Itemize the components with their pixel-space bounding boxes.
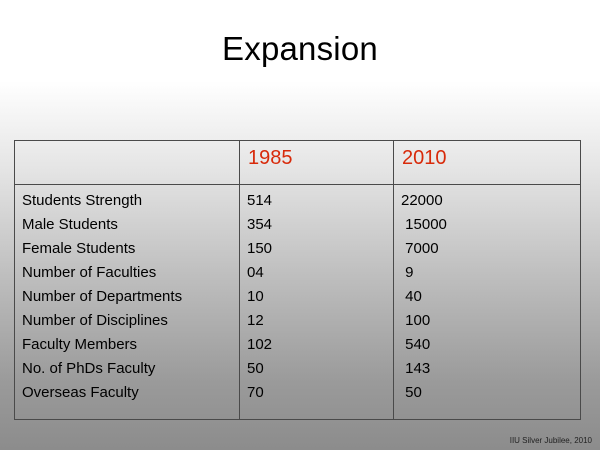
header-2010: 2010: [393, 140, 581, 185]
value-1985: 70: [247, 384, 264, 401]
value-1985: 514: [247, 192, 273, 209]
value-1985: 12: [247, 312, 264, 329]
value-1985: 04: [247, 264, 264, 281]
values-1985-cell: 514 354 150 04 10 12 102 50 70: [239, 184, 394, 420]
value-2010: 22000: [401, 192, 443, 209]
metric-label: Students Strength: [22, 192, 143, 209]
header-cell-blank: [14, 140, 240, 185]
slide-title: Expansion: [222, 30, 378, 67]
metric-label: Number of Faculties: [22, 264, 157, 281]
value-2010: 40: [401, 288, 422, 305]
value-1985: 10: [247, 288, 264, 305]
value-1985: 102: [247, 336, 273, 353]
values-2010-cell: 22000 15000 7000 9 40 100 540 143 50: [393, 184, 581, 420]
metric-label: Overseas Faculty: [22, 384, 139, 401]
value-2010: 7000: [401, 240, 439, 257]
value-1985: 354: [247, 216, 273, 233]
value-2010: 100: [401, 312, 431, 329]
metric-label: No. of PhDs Faculty: [22, 360, 156, 377]
metric-label: Number of Disciplines: [22, 312, 168, 329]
header-1985: 1985: [239, 140, 394, 185]
metric-labels-list: Students Strength Male Students Female Stu…: [15, 185, 239, 405]
metric-label: Number of Departments: [22, 288, 183, 305]
value-2010: 143: [401, 360, 431, 377]
metric-label: Faculty Members: [22, 336, 138, 353]
table-body-row: Students Strength Male Students Female Stu…: [14, 184, 581, 420]
value-2010: 50: [401, 384, 422, 401]
value-2010: 9: [401, 264, 414, 281]
metric-label: Male Students: [22, 216, 118, 233]
table-header-row: 1985 2010: [14, 140, 581, 185]
footer-caption: IIU Silver Jubilee, 2010: [509, 436, 592, 445]
value-1985: 50: [247, 360, 264, 377]
values-2010-list: 22000 15000 7000 9 40 100 540 143 50: [394, 185, 580, 405]
value-2010: 15000: [401, 216, 447, 233]
values-1985-list: 514 354 150 04 10 12 102 50 70: [240, 185, 393, 405]
value-1985: 150: [247, 240, 273, 257]
metric-label: Female Students: [22, 240, 136, 257]
value-2010: 540: [401, 336, 431, 353]
expansion-table: 1985 2010 Students Strength Male Students…: [14, 140, 581, 420]
metric-labels-cell: Students Strength Male Students Female Stu…: [14, 184, 240, 420]
